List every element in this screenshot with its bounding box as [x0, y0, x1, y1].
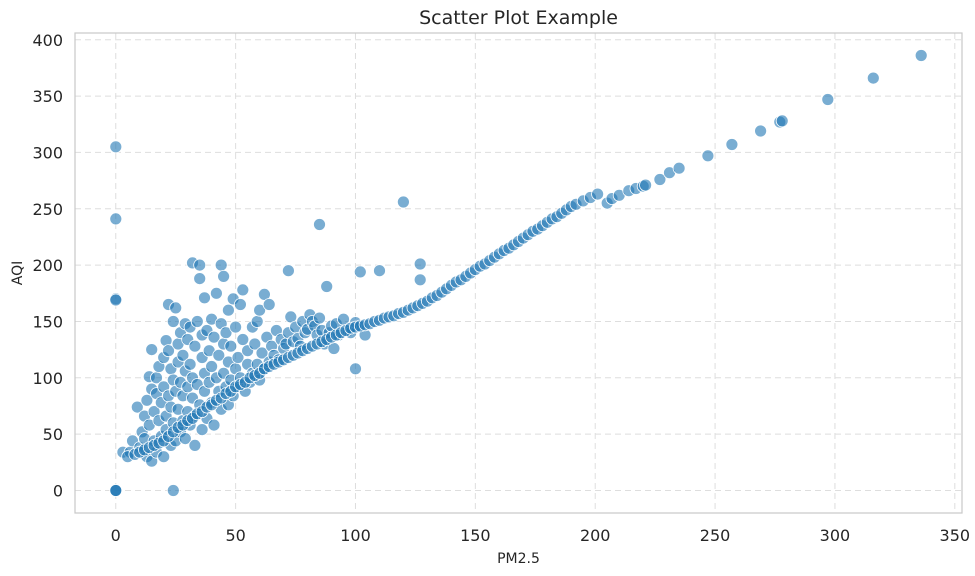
- data-point: [262, 298, 276, 311]
- data-point: [109, 293, 123, 307]
- data-point: [231, 351, 245, 364]
- data-point: [320, 280, 334, 293]
- x-tick-label: 200: [580, 526, 611, 545]
- data-point: [207, 330, 221, 344]
- data-point: [140, 393, 154, 407]
- x-tick-label: 300: [820, 526, 851, 545]
- x-tick-label: 350: [940, 526, 971, 545]
- y-tick-label: 200: [32, 256, 63, 275]
- data-point: [725, 138, 739, 151]
- data-point: [349, 362, 362, 376]
- data-point: [109, 140, 123, 154]
- data-point: [353, 265, 367, 279]
- data-points: [109, 49, 928, 497]
- data-point: [248, 337, 262, 351]
- data-point: [198, 291, 211, 305]
- data-point: [413, 257, 427, 271]
- data-point: [373, 264, 386, 278]
- data-point: [145, 343, 159, 357]
- data-point: [157, 450, 171, 464]
- y-tick-label: 300: [32, 143, 63, 162]
- x-tick-label: 50: [225, 526, 245, 545]
- data-point: [653, 173, 667, 186]
- x-tick-label: 250: [700, 526, 731, 545]
- data-point: [217, 269, 231, 283]
- x-axis-label: PM2.5: [497, 551, 540, 567]
- x-tick-label: 0: [111, 526, 121, 545]
- grid: [75, 33, 962, 513]
- y-tick-label: 0: [53, 481, 63, 500]
- data-point: [212, 348, 226, 362]
- y-axis-ticks: 0 50 100 150 200 250 300 350 400: [32, 31, 63, 501]
- plot-frame: [74, 32, 963, 514]
- data-point: [313, 311, 326, 325]
- data-point: [166, 484, 180, 497]
- y-tick-label: 100: [32, 369, 63, 388]
- data-point: [639, 178, 652, 192]
- data-point: [193, 258, 207, 272]
- data-point: [281, 264, 295, 278]
- data-point: [591, 187, 604, 201]
- data-point: [250, 315, 264, 328]
- data-point: [183, 357, 197, 371]
- data-point: [866, 71, 880, 85]
- y-tick-label: 250: [32, 200, 63, 219]
- data-point: [188, 438, 202, 452]
- data-point: [109, 212, 123, 226]
- y-tick-label: 400: [32, 31, 63, 50]
- data-point: [166, 315, 180, 328]
- data-point: [162, 344, 175, 358]
- data-point: [255, 346, 269, 360]
- data-point: [109, 484, 123, 497]
- data-point: [176, 348, 190, 362]
- data-point: [754, 124, 767, 138]
- data-point: [701, 149, 715, 163]
- data-point: [233, 298, 247, 311]
- chart-title: Scatter Plot Example: [419, 7, 618, 29]
- data-point: [821, 93, 835, 106]
- x-tick-label: 150: [460, 526, 491, 545]
- data-point: [224, 339, 238, 353]
- data-point: [209, 286, 223, 300]
- data-point: [214, 258, 228, 272]
- data-point: [413, 273, 427, 287]
- data-point: [914, 49, 928, 62]
- y-tick-label: 150: [32, 312, 63, 331]
- data-point: [169, 301, 183, 315]
- data-point: [205, 360, 219, 373]
- data-point: [207, 418, 221, 432]
- data-point: [253, 303, 267, 317]
- data-point: [313, 218, 326, 231]
- data-point: [195, 423, 209, 437]
- data-point: [178, 432, 192, 446]
- y-tick-label: 350: [32, 87, 63, 106]
- data-point: [188, 339, 202, 353]
- data-point: [236, 283, 250, 297]
- data-point: [396, 195, 410, 209]
- x-tick-label: 100: [340, 526, 371, 545]
- data-point: [130, 400, 144, 414]
- data-point: [193, 272, 207, 286]
- data-point: [236, 333, 250, 346]
- y-axis-label: AQI: [10, 261, 26, 285]
- data-point: [672, 161, 686, 175]
- data-point: [219, 326, 233, 340]
- x-axis-ticks: 0 50 100 150 200 250 300 350: [111, 526, 970, 545]
- y-tick-label: 50: [43, 425, 63, 444]
- data-point: [221, 303, 235, 317]
- data-point: [229, 320, 243, 334]
- data-point: [190, 315, 204, 328]
- data-point: [775, 114, 789, 128]
